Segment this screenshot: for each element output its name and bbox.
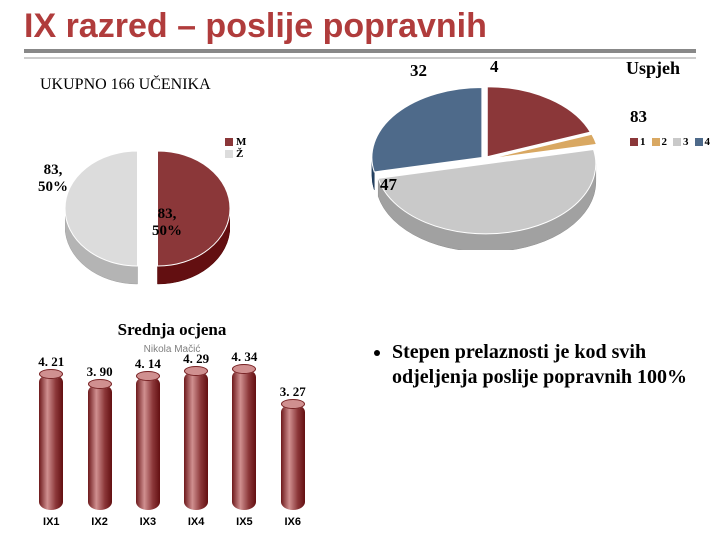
pie1-legend-item: M bbox=[225, 136, 246, 148]
uspjeh-pie-chart: Uspjeh 3248347 1234 bbox=[310, 58, 710, 278]
page-title: IX razred – poslije popravnih bbox=[24, 8, 696, 45]
gender-pie-chart: 83, 50% 83, 50% MŽ bbox=[30, 126, 280, 296]
bar-chart-title: Srednja ocjena bbox=[22, 320, 322, 340]
bar-category-label: IX4 bbox=[174, 516, 218, 528]
uspjeh-pie-legend: 1234 bbox=[624, 136, 710, 148]
gender-pie-legend: MŽ bbox=[225, 136, 246, 160]
bar-category-label: IX2 bbox=[78, 516, 122, 528]
bar-value-label: 4. 29 bbox=[171, 351, 221, 367]
bar-category-label: IX5 bbox=[222, 516, 266, 528]
pie2-legend-item: 4 bbox=[689, 136, 711, 148]
pie1-slice-label: 83, 50% bbox=[28, 162, 78, 195]
pie1-legend-item: Ž bbox=[225, 148, 246, 160]
bar-category-label: IX6 bbox=[271, 516, 315, 528]
pie2-legend-item: 3 bbox=[667, 136, 689, 148]
pie2-slice-label: 4 bbox=[490, 58, 499, 77]
pie2-slice-label: 47 bbox=[380, 176, 397, 195]
bar-value-label: 4. 14 bbox=[123, 356, 173, 372]
pie2-slice-label: 32 bbox=[410, 62, 427, 81]
pie1-slice-label: 83, 50% bbox=[142, 206, 192, 239]
subtitle-total: UKUPNO 166 UČENIKA bbox=[40, 76, 211, 94]
bullet-item: Stepen prelaznosti je kod svih odjeljenj… bbox=[392, 340, 696, 390]
pie2-slice-label: 83 bbox=[630, 108, 647, 127]
pie2-legend-item: 2 bbox=[646, 136, 668, 148]
pie2-legend-item: 1 bbox=[624, 136, 646, 148]
bar-value-label: 4. 21 bbox=[26, 354, 76, 370]
bar-category-label: IX3 bbox=[126, 516, 170, 528]
bar-value-label: 3. 90 bbox=[75, 364, 125, 380]
bar-value-label: 4. 34 bbox=[219, 349, 269, 365]
srednja-ocjena-bar-chart: Srednja ocjena Nikola Mačić 4. 21IX13. 9… bbox=[22, 320, 322, 530]
bar-category-label: IX1 bbox=[29, 516, 73, 528]
bar-value-label: 3. 27 bbox=[268, 384, 318, 400]
bullet-text: Stepen prelaznosti je kod svih odjeljenj… bbox=[370, 340, 696, 390]
